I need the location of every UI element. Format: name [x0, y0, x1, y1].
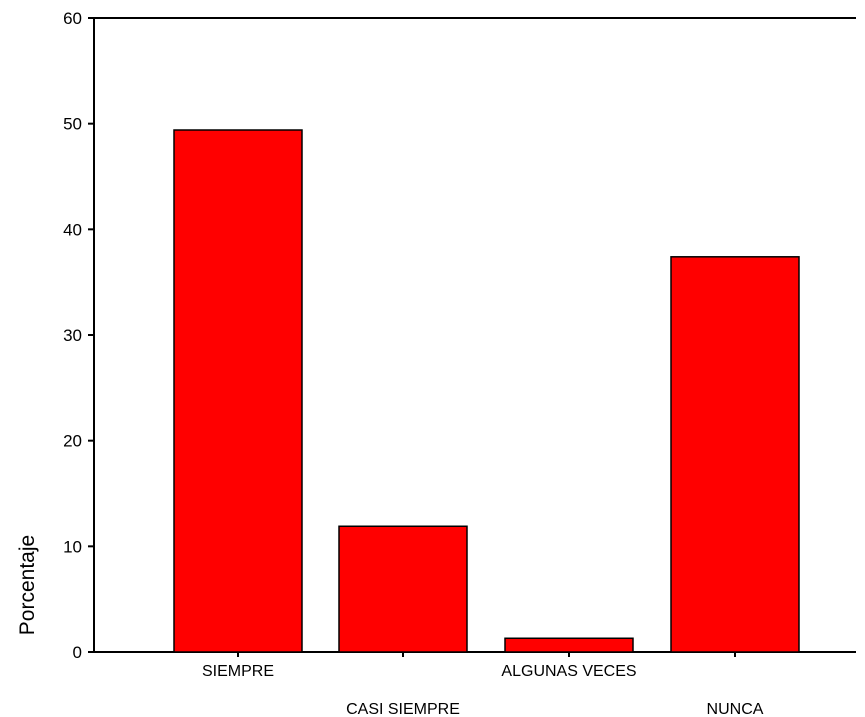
bars — [173, 129, 800, 653]
y-tick-label: 0 — [73, 643, 82, 662]
y-ticks: 0 10 20 30 40 50 60 — [63, 9, 94, 662]
bar — [504, 637, 634, 653]
y-axis-label: Porcentaje — [16, 535, 39, 635]
bar — [173, 129, 303, 653]
bar — [338, 525, 468, 653]
y-tick-label: 30 — [63, 326, 82, 345]
y-tick-label: 10 — [63, 537, 82, 556]
x-tick-label: ALGUNAS VECES — [501, 663, 636, 680]
x-ticks: SIEMPRE CASI SIEMPRE ALGUNAS VECES NUNCA — [202, 652, 764, 717]
x-tick-label: CASI SIEMPRE — [346, 701, 460, 717]
y-tick-label: 20 — [63, 432, 82, 451]
bar — [670, 256, 800, 653]
y-tick-label: 60 — [63, 9, 82, 28]
y-tick-label: 40 — [63, 220, 82, 239]
x-tick-label: NUNCA — [707, 701, 764, 717]
y-tick-label: 50 — [63, 115, 82, 134]
x-tick-label: SIEMPRE — [202, 663, 274, 680]
